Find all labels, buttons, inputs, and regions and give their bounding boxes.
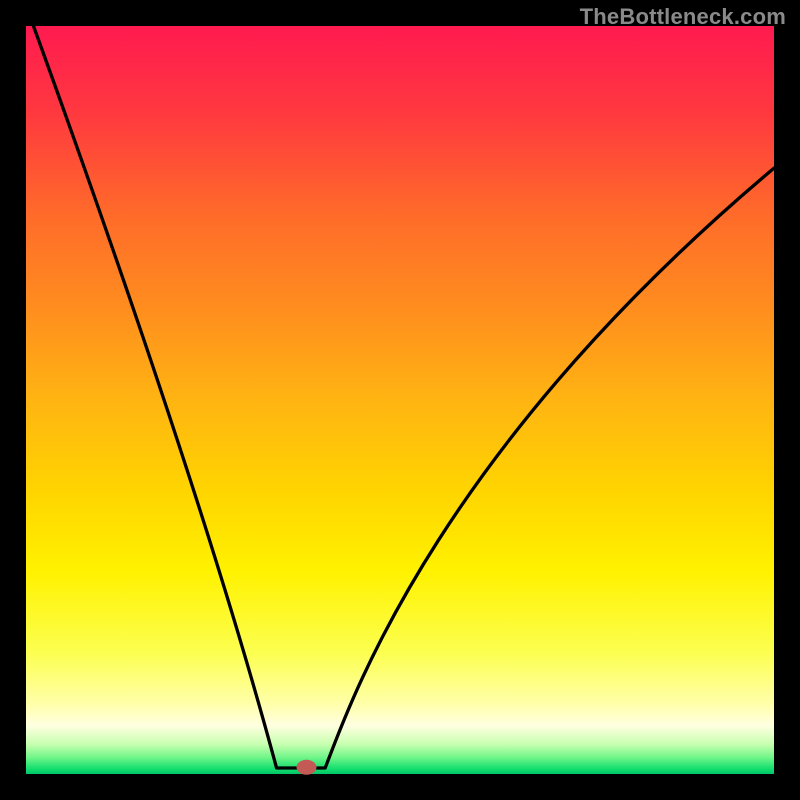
chart-container: TheBottleneck.com <box>0 0 800 800</box>
bottleneck-chart <box>0 0 800 800</box>
optimal-point-marker <box>297 760 317 775</box>
gradient-background <box>26 26 774 774</box>
